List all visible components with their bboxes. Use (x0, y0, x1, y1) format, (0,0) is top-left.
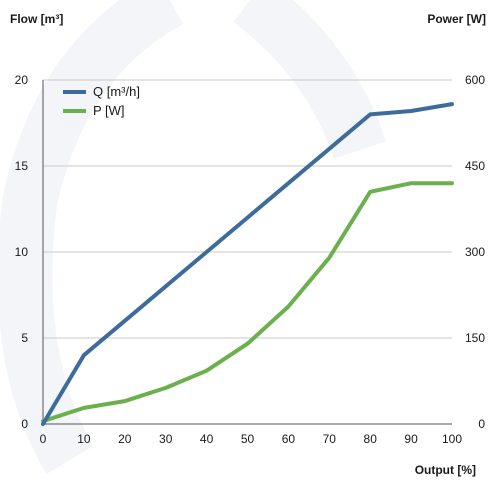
background-watermark (0, 0, 387, 475)
y-right-tick-label: 0 (478, 417, 485, 431)
y-left-tick-label: 5 (21, 331, 28, 345)
y-left-tick-label: 0 (21, 417, 28, 431)
y-left-tick-label: 20 (15, 73, 29, 87)
x-tick-label: 30 (159, 432, 173, 446)
y-right-tick-label: 450 (465, 159, 485, 173)
y-right-tick-label: 600 (465, 73, 485, 87)
left-axis-title: Flow [m³] (10, 12, 63, 26)
x-tick-label: 40 (200, 432, 214, 446)
x-tick-label: 70 (323, 432, 337, 446)
y-right-tick-label: 150 (465, 331, 485, 345)
x-tick-label: 80 (364, 432, 378, 446)
left-axis-ticks: 0 5 10 15 20 (15, 73, 29, 431)
legend: Q [m³/h] P [W] (63, 84, 140, 118)
legend-label-p: P [W] (93, 103, 125, 118)
series-layer (41, 102, 454, 426)
x-tick-label: 100 (442, 432, 462, 446)
legend-label-q: Q [m³/h] (93, 84, 140, 99)
y-left-tick-label: 10 (15, 245, 29, 259)
series-line-flow (41, 102, 454, 426)
x-tick-label: 10 (77, 432, 91, 446)
y-left-tick-label: 15 (15, 159, 29, 173)
x-tick-label: 0 (40, 432, 47, 446)
x-axis-title: Output [%] (415, 463, 476, 477)
x-axis-ticks: 0 10 20 30 40 50 60 70 80 90 100 (40, 432, 463, 446)
x-tick-label: 90 (404, 432, 418, 446)
x-tick-label: 60 (282, 432, 296, 446)
series-line-power (41, 181, 454, 424)
y-right-tick-label: 300 (465, 245, 485, 259)
gridlines (43, 79, 452, 339)
x-tick-label: 20 (118, 432, 132, 446)
right-axis-title: Power [W] (427, 12, 486, 26)
x-tick-label: 50 (241, 432, 255, 446)
right-axis-ticks: 0 150 300 450 600 (465, 73, 485, 431)
